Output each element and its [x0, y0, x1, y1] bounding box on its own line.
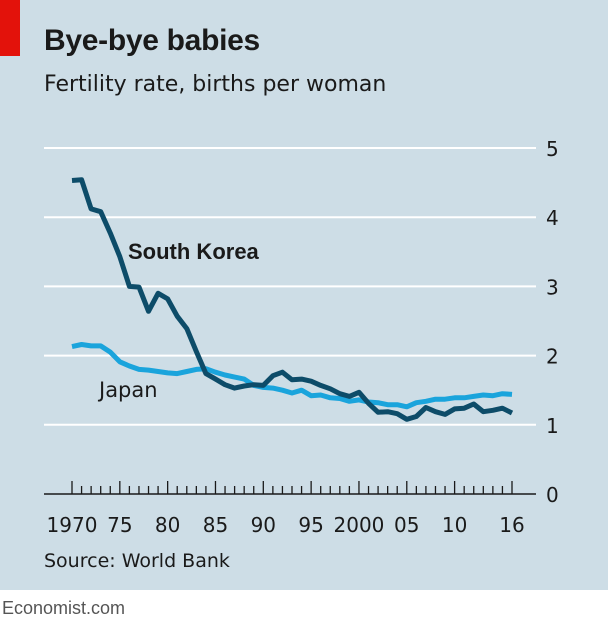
x-tick-label-1975: 75: [107, 513, 132, 537]
x-axis: [44, 481, 536, 495]
grid-lines: [44, 147, 536, 426]
chart-subtitle: Fertility rate, births per woman: [44, 72, 387, 97]
x-tick-label-1995: 95: [298, 513, 323, 537]
y-tick-labels: 0 1 2 3 4 5: [546, 137, 559, 507]
line-chart: 0 1 2 3 4 5 1970 75 80 85 90 95 2000 05 10 16 South Ko…: [44, 137, 559, 537]
x-tick-label-2005: 05: [394, 513, 419, 537]
x-tick-label-1970: 1970: [47, 513, 98, 537]
x-tick-labels: 1970 75 80 85 90 95 2000 05 10 16: [47, 513, 525, 537]
series-south-korea: [71, 177, 514, 422]
y-tick-label-0: 0: [546, 483, 559, 507]
series-lines: [71, 177, 514, 422]
brand-red-tag: [0, 0, 20, 56]
source-note: Source: World Bank: [44, 550, 230, 572]
y-tick-label-1: 1: [546, 414, 559, 438]
x-tick-label-1990: 90: [251, 513, 276, 537]
y-tick-label-2: 2: [546, 345, 559, 369]
japan-label: Japan: [97, 378, 158, 402]
economist-brand: Economist.com: [2, 598, 126, 618]
x-tick-label-2016: 16: [499, 513, 524, 537]
y-tick-label-4: 4: [546, 206, 559, 230]
x-tick-label-2010: 10: [442, 513, 467, 537]
y-tick-label-3: 3: [546, 275, 559, 299]
x-tick-label-1985: 85: [203, 513, 228, 537]
south-korea-label: South Korea: [128, 239, 260, 264]
chart-title: Bye-bye babies: [44, 24, 260, 57]
x-tick-label-2000: 2000: [334, 513, 385, 537]
x-tick-label-1980: 80: [155, 513, 180, 537]
series-japan: [71, 342, 513, 410]
y-tick-label-5: 5: [546, 137, 559, 161]
